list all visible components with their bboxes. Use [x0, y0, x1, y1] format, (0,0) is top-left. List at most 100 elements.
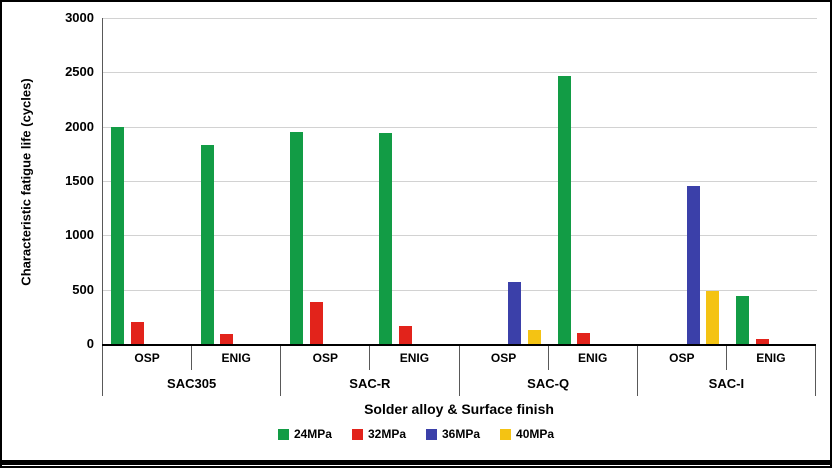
legend-swatch-icon [351, 428, 363, 440]
x-label-alloy-SAC-I: SAC-I [638, 370, 816, 396]
legend-label: 32MPa [367, 427, 406, 441]
bar-SAC305-OSP-24MPa [111, 126, 125, 344]
bar-slot [326, 18, 346, 344]
bar-cluster-SAC-Q-OSP [460, 18, 549, 344]
x-axis-alloy-row: SAC305 SAC-R SAC-Q SAC-I [102, 370, 816, 396]
plot-area [102, 18, 817, 344]
bar-SAC-I-OSP-40MPa [706, 290, 720, 344]
x-label-finish-SAC-Q-ENIG: ENIG [549, 346, 638, 370]
bottom-rule [2, 460, 830, 465]
bar-cluster-SAC-Q-ENIG [549, 18, 638, 344]
bar-slot [128, 18, 148, 344]
bar-slot [287, 18, 307, 344]
legend-swatch-icon [426, 428, 437, 440]
y-tick-label: 500 [72, 281, 94, 297]
bar-SAC-Q-ENIG-24MPa [557, 75, 571, 344]
bar-slot [148, 18, 168, 344]
bar-slot [435, 18, 455, 344]
x-label-finish-SAC-Q-OSP: OSP [460, 346, 549, 370]
y-axis-labels: 0 500 1000 1500 2000 2500 3000 [40, 10, 94, 351]
gridline [103, 289, 817, 291]
bar-cluster-SAC-R-ENIG [371, 18, 460, 344]
bar-slot [237, 18, 257, 344]
y-tick-label: 1500 [65, 173, 94, 188]
bar-slot [733, 18, 753, 344]
legend-label: 24MPa [293, 427, 332, 441]
legend-item-40MPa: 40MPa [500, 427, 554, 441]
y-tick-label: 3000 [65, 10, 94, 25]
x-label-finish-SAC-I-ENIG: ENIG [727, 346, 816, 370]
bar-slot [644, 18, 664, 344]
bar-slot [376, 18, 396, 344]
bar-slot [396, 18, 416, 344]
y-tick-label: 2500 [65, 64, 94, 80]
bar-slot [594, 18, 614, 344]
bar-slot [663, 18, 683, 344]
bar-slot [217, 18, 237, 344]
bar-SAC-R-ENIG-32MPa [398, 325, 412, 344]
bar-SAC305-OSP-32MPa [131, 322, 145, 344]
legend-label: 40MPa [516, 427, 555, 441]
x-label-finish-SAC-I-OSP: OSP [638, 346, 727, 370]
legend-item-32MPa: 32MPa [351, 427, 406, 441]
x-label-finish-SAC305-ENIG: ENIG [192, 346, 282, 370]
legend-item-36MPa: 36MPa [426, 427, 480, 441]
bar-slot [415, 18, 435, 344]
bar-slot [167, 18, 187, 344]
legend: 24MPa 32MPa 36MPa 40MPa [2, 427, 830, 441]
legend-swatch-icon [500, 428, 512, 440]
bar-SAC-I-ENIG-24MPa [736, 295, 750, 344]
bar-slot [465, 18, 485, 344]
bar-SAC-Q-ENIG-32MPa [577, 333, 591, 344]
bar-slot [614, 18, 634, 344]
bar-SAC-I-ENIG-32MPa [755, 339, 769, 344]
y-axis-title: Characteristic fatigue life (cycles) [18, 78, 34, 286]
gridline [103, 181, 817, 182]
x-label-finish-SAC305-OSP: OSP [102, 346, 193, 370]
x-label-alloy-SAC-Q: SAC-Q [460, 370, 638, 396]
y-tick-label: 2000 [65, 118, 94, 134]
legend-item-24MPa: 24MPa [277, 427, 332, 441]
x-label-alloy-SAC-R: SAC-R [281, 370, 460, 396]
bar-cluster-SAC305-OSP [103, 18, 192, 344]
bar-SAC305-ENIG-32MPa [220, 334, 234, 344]
bar-SAC-I-OSP-36MPa [686, 185, 700, 344]
bar-cluster-SAC-I-ENIG [728, 18, 817, 344]
gridline [103, 126, 817, 128]
bar-slot [306, 18, 326, 344]
bar-slot [554, 18, 574, 344]
bar-SAC-Q-OSP-40MPa [527, 329, 541, 344]
x-axis-title: Solder alloy & Surface finish [364, 401, 554, 417]
bar-slot [346, 18, 366, 344]
x-label-finish-SAC-R-OSP: OSP [281, 346, 371, 370]
gridline [103, 72, 817, 74]
bar-slot [505, 18, 525, 344]
y-tick-label: 0 [86, 336, 94, 351]
bar-cluster-SAC-I-OSP [639, 18, 728, 344]
bar-SAC305-ENIG-24MPa [200, 145, 214, 344]
bar-slot [792, 18, 812, 344]
bar-slot [772, 18, 792, 344]
gridline [103, 18, 817, 19]
bar-slot [524, 18, 544, 344]
x-axis-finish-row: OSP ENIG OSP ENIG OSP ENIG OSP ENIG [102, 344, 816, 370]
bars-container [103, 18, 817, 344]
bar-slot [485, 18, 505, 344]
bar-slot [257, 18, 277, 344]
gridline [103, 235, 817, 237]
bar-slot [197, 18, 217, 344]
x-label-finish-SAC-R-ENIG: ENIG [370, 346, 460, 370]
bar-slot [574, 18, 594, 344]
bar-SAC-R-OSP-24MPa [289, 132, 303, 344]
bar-slot [108, 18, 128, 344]
bar-SAC-R-OSP-32MPa [309, 301, 323, 344]
bar-slot [703, 18, 723, 344]
bar-SAC-R-ENIG-24MPa [379, 133, 393, 344]
y-tick-label: 1000 [65, 227, 94, 243]
bar-SAC-Q-OSP-36MPa [508, 281, 522, 344]
bar-cluster-SAC305-ENIG [192, 18, 281, 344]
bar-slot [683, 18, 703, 344]
legend-label: 36MPa [442, 427, 481, 441]
bar-slot [753, 18, 773, 344]
